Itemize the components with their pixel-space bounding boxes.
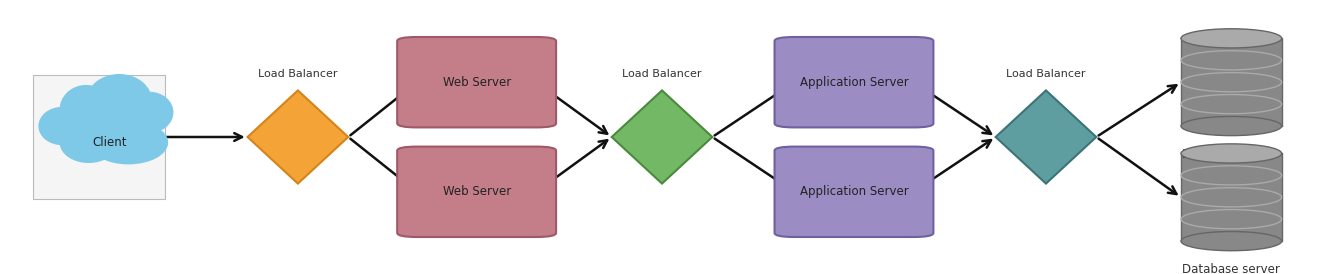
- Polygon shape: [248, 90, 348, 184]
- Text: Load Balancer: Load Balancer: [258, 70, 338, 79]
- Text: Web Server: Web Server: [442, 185, 511, 198]
- Ellipse shape: [60, 85, 113, 134]
- Ellipse shape: [1181, 210, 1282, 229]
- Ellipse shape: [89, 121, 168, 164]
- Ellipse shape: [1181, 73, 1282, 92]
- Ellipse shape: [1181, 166, 1282, 185]
- Polygon shape: [1181, 153, 1282, 241]
- Text: Database server: Database server: [1182, 263, 1280, 274]
- Polygon shape: [1181, 38, 1282, 126]
- Ellipse shape: [1181, 51, 1282, 70]
- Ellipse shape: [126, 92, 173, 133]
- Text: Database server: Database server: [1182, 148, 1280, 161]
- Ellipse shape: [1181, 188, 1282, 207]
- Text: Application Server: Application Server: [800, 76, 908, 89]
- Ellipse shape: [60, 122, 118, 163]
- FancyBboxPatch shape: [33, 75, 166, 199]
- Ellipse shape: [1181, 232, 1282, 251]
- Text: Client: Client: [93, 136, 127, 149]
- Text: Application Server: Application Server: [800, 185, 908, 198]
- FancyBboxPatch shape: [397, 147, 556, 237]
- Ellipse shape: [86, 74, 152, 129]
- Text: Load Balancer: Load Balancer: [1006, 70, 1086, 79]
- Text: Web Server: Web Server: [442, 76, 511, 89]
- Polygon shape: [996, 90, 1096, 184]
- Ellipse shape: [1181, 144, 1282, 163]
- FancyBboxPatch shape: [775, 147, 933, 237]
- Ellipse shape: [38, 107, 86, 145]
- Ellipse shape: [1181, 29, 1282, 48]
- Text: Load Balancer: Load Balancer: [622, 70, 702, 79]
- Polygon shape: [612, 90, 712, 184]
- Ellipse shape: [1181, 116, 1282, 136]
- FancyBboxPatch shape: [397, 37, 556, 127]
- Ellipse shape: [1181, 95, 1282, 114]
- FancyBboxPatch shape: [775, 37, 933, 127]
